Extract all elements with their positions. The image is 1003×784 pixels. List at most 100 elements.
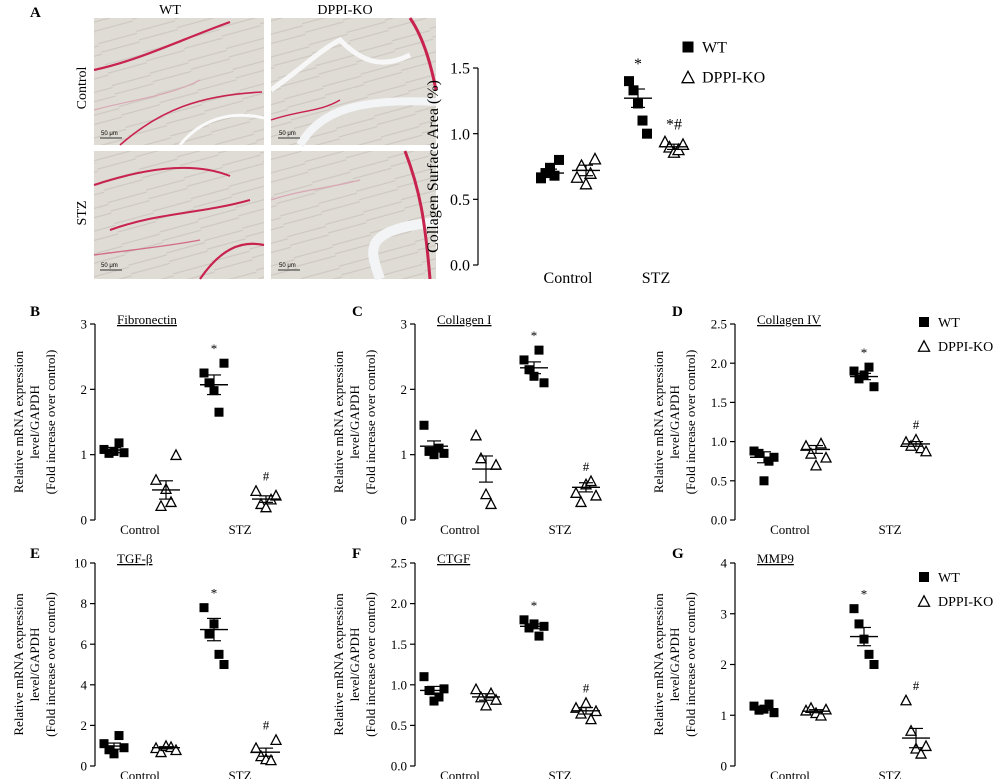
wt-data-point bbox=[534, 631, 544, 641]
wt-data-point bbox=[854, 374, 864, 384]
wt-data-point bbox=[864, 362, 874, 372]
wt-data-point bbox=[754, 448, 764, 458]
wt-series: * bbox=[419, 328, 549, 460]
wt-series: * bbox=[536, 56, 652, 184]
wt-series: * bbox=[99, 341, 229, 458]
wt-data-point bbox=[545, 162, 555, 173]
wt-data-point bbox=[439, 684, 449, 694]
dppi-ko-data-point bbox=[479, 698, 493, 711]
significance-annotation: # bbox=[263, 469, 270, 484]
dppi-ko-data-point bbox=[259, 500, 273, 513]
chart-panel-e: E TGF-β 0 2 4 6 8 10 Control STZ Relative mRNA exp… bbox=[11, 546, 283, 783]
y-tick-label: 2.0 bbox=[711, 356, 727, 371]
y-axis-label: Relative mRNA expression bbox=[331, 350, 346, 493]
dppi-ko-data-point bbox=[484, 497, 498, 510]
legend: WT DPPI-KO bbox=[680, 40, 765, 87]
dppi-ko-data-point bbox=[799, 439, 813, 451]
y-tick-label: 1.0 bbox=[711, 434, 727, 449]
dppi-ko-data-point bbox=[579, 696, 593, 709]
row-label-control: Control bbox=[75, 67, 90, 110]
y-axis-label: (Fold increase over control) bbox=[363, 592, 378, 737]
y-tick-label: 2.5 bbox=[391, 556, 407, 571]
chart-panel-f: F CTGF 0.0 0.5 1.0 1.5 2.0 2.5 Control STZ Relativ… bbox=[331, 546, 603, 783]
y-tick-label: 1.0 bbox=[450, 126, 470, 143]
wt-data-point bbox=[419, 672, 429, 682]
y-tick-label: 0.5 bbox=[711, 473, 727, 488]
x-category-label: STZ bbox=[228, 768, 251, 779]
y-tick-label: 0.5 bbox=[391, 718, 407, 733]
dppi-ko-data-point bbox=[919, 739, 933, 752]
wt-data-point bbox=[114, 438, 124, 448]
dppi-ko-data-point bbox=[269, 733, 283, 746]
x-category-label: Control bbox=[440, 768, 480, 779]
x-category-label: Control bbox=[120, 522, 160, 537]
y-axis-label: Relative mRNA expression bbox=[11, 593, 26, 736]
wt-data-point bbox=[519, 355, 529, 365]
dppi-ko-data-point bbox=[154, 745, 168, 758]
y-axis-label: (Fold increase over control) bbox=[683, 592, 698, 737]
panel-label-g: G bbox=[672, 546, 684, 562]
dppi-ko-data-point bbox=[164, 495, 178, 508]
column-label-wt: WT bbox=[159, 3, 181, 18]
dppi-ko-series: # bbox=[149, 448, 283, 513]
wt-series: * bbox=[99, 586, 229, 759]
micrograph-wt-stz: 50 μm bbox=[93, 151, 265, 280]
dppi-ko-data-point bbox=[904, 439, 918, 451]
chart-panel-a: 0.0 0.5 1.0 1.5 Control STZ Collagen Surface A… bbox=[425, 40, 765, 287]
gene-title: Collagen IV bbox=[757, 312, 822, 327]
column-label-dppi-ko: DPPI-KO bbox=[317, 3, 372, 18]
dppi-ko-series: # bbox=[469, 428, 603, 510]
scale-bar-label: 50 μm bbox=[279, 131, 296, 137]
wt-data-point bbox=[637, 115, 648, 126]
y-tick-label: 2 bbox=[721, 657, 728, 672]
wt-data-point bbox=[214, 649, 224, 659]
y-tick-label: 1 bbox=[81, 447, 88, 462]
y-tick-label: 6 bbox=[81, 637, 88, 652]
dppi-ko-data-point bbox=[474, 451, 488, 464]
legend-label-dppi-ko: DPPI-KO bbox=[938, 340, 993, 355]
dppi-ko-data-point bbox=[269, 489, 283, 501]
dppi-ko-data-point bbox=[914, 747, 928, 759]
wt-data-point bbox=[119, 448, 129, 458]
legend-label-wt: WT bbox=[702, 40, 727, 57]
y-tick-label: 8 bbox=[81, 596, 88, 611]
wt-data-point bbox=[642, 128, 652, 139]
dppi-ko-data-point bbox=[154, 499, 168, 512]
y-axis-label: (Fold increase over control) bbox=[683, 350, 698, 495]
dppi-ko-data-point bbox=[149, 473, 163, 485]
dppi-ko-series: # bbox=[799, 678, 933, 759]
dppi-ko-data-point bbox=[479, 487, 493, 500]
y-tick-label: 3 bbox=[81, 317, 88, 332]
wt-data-point bbox=[214, 407, 224, 417]
dppi-ko-data-point bbox=[570, 170, 584, 183]
y-axis-label: (Fold increase over control) bbox=[43, 350, 58, 495]
wt-data-point bbox=[854, 619, 864, 629]
y-tick-label: 10 bbox=[74, 556, 87, 571]
wt-data-point bbox=[529, 371, 539, 381]
wt-data-point bbox=[849, 604, 859, 614]
significance-annotation: * bbox=[531, 328, 538, 343]
micrograph-wt-control: 50 μm bbox=[93, 18, 265, 146]
y-axis-label: level/GAPDH bbox=[27, 628, 42, 702]
y-tick-label: 0.0 bbox=[450, 258, 470, 275]
y-axis-label: Relative mRNA expression bbox=[331, 593, 346, 736]
wt-data-point bbox=[204, 378, 214, 388]
chart-panel-g: G MMP9 0 1 2 3 4 Control STZ Relative mRNA expres… bbox=[651, 546, 993, 783]
wt-data-point bbox=[434, 443, 444, 453]
wt-data-point bbox=[219, 660, 229, 669]
wt-data-point bbox=[524, 623, 534, 633]
scale-bar-label: 50 μm bbox=[279, 263, 296, 269]
dppi-ko-data-point bbox=[569, 486, 583, 498]
wt-data-point bbox=[114, 731, 124, 741]
significance-annotation: # bbox=[583, 681, 590, 696]
y-axis-label: level/GAPDH bbox=[347, 628, 362, 702]
dppi-ko-series: # bbox=[799, 417, 933, 471]
wt-data-point bbox=[119, 743, 129, 753]
legend-label-dppi-ko: DPPI-KO bbox=[938, 595, 993, 610]
micrograph-dppi-ko-stz: 50 μm bbox=[270, 150, 437, 281]
wt-data-point bbox=[849, 366, 859, 376]
dppi-ko-data-point bbox=[917, 339, 931, 352]
wt-data-point bbox=[104, 448, 114, 458]
